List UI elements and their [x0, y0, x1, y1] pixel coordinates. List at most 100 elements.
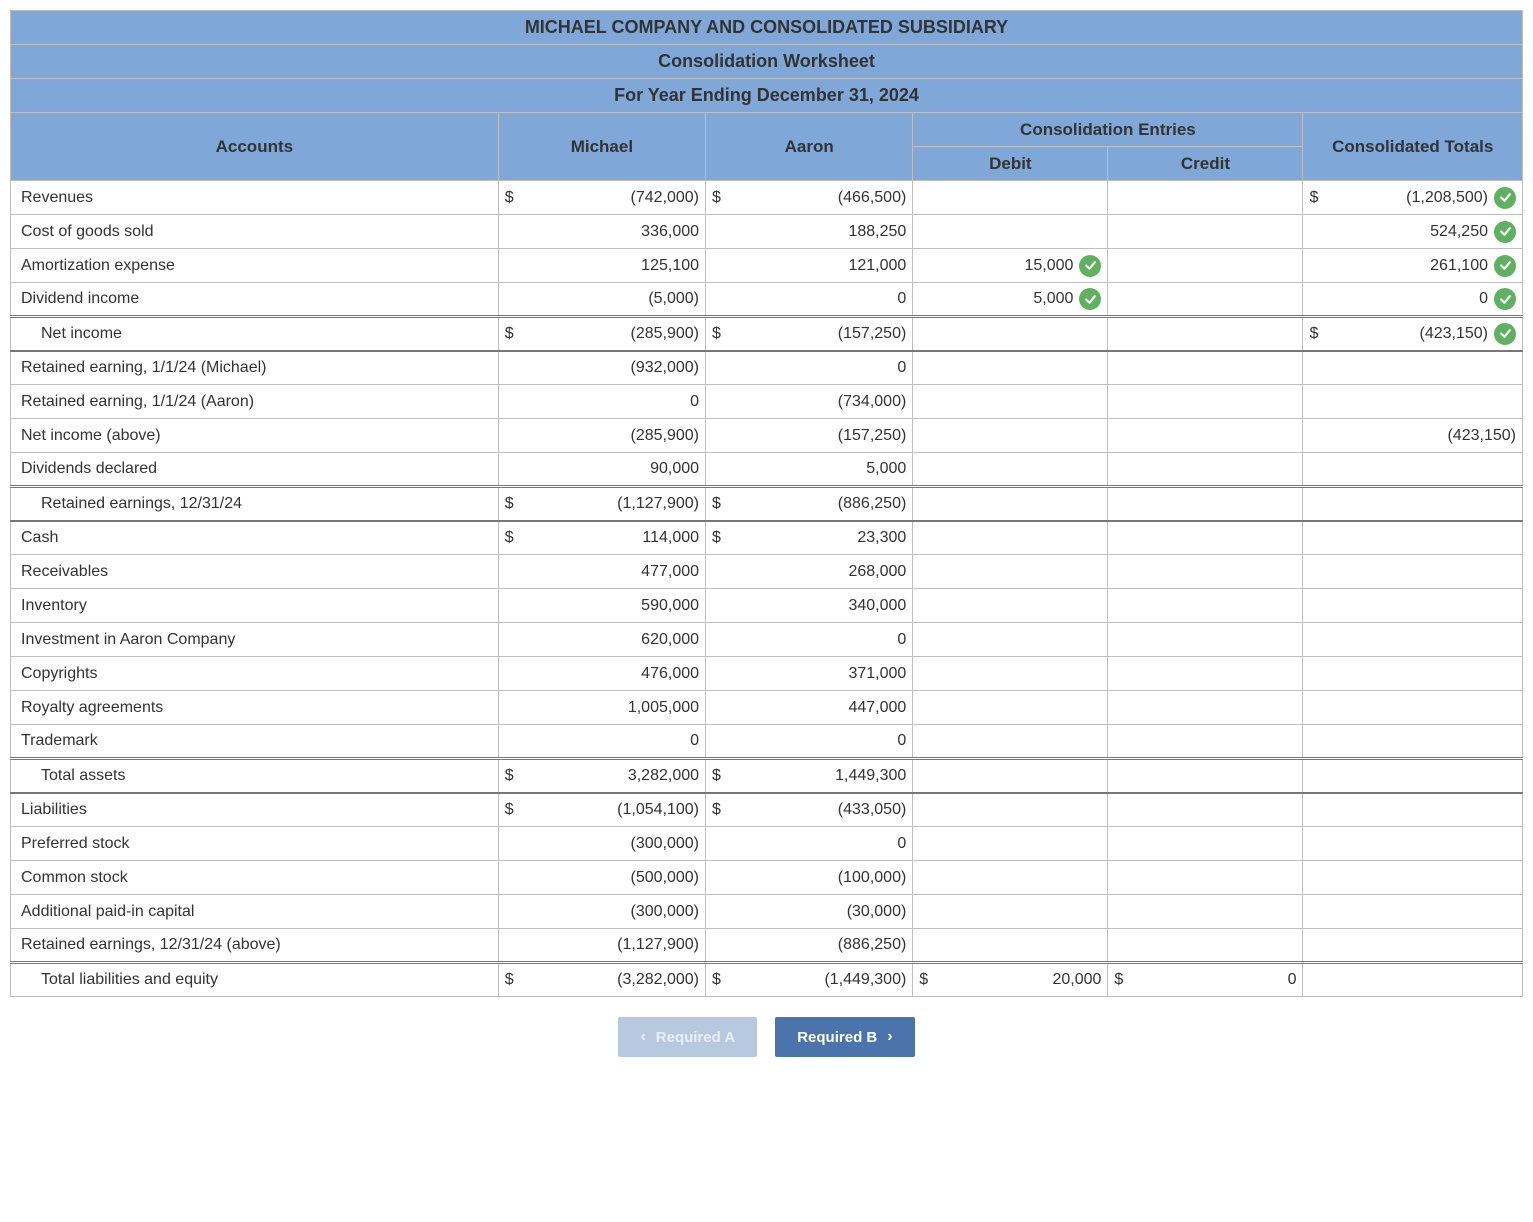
cell-total[interactable]: $(1,208,500) — [1303, 181, 1523, 215]
cell-credit[interactable] — [1108, 351, 1303, 385]
cell-michael[interactable]: 0 — [498, 385, 705, 419]
cell-aaron[interactable]: 371,000 — [706, 657, 913, 691]
cell-total[interactable] — [1303, 453, 1523, 487]
cell-debit[interactable] — [913, 453, 1108, 487]
cell-debit[interactable] — [913, 691, 1108, 725]
cell-total[interactable] — [1303, 725, 1523, 759]
cell-debit[interactable] — [913, 929, 1108, 963]
required-a-button[interactable]: ‹ Required A — [618, 1017, 757, 1057]
cell-total[interactable] — [1303, 351, 1523, 385]
cell-credit[interactable] — [1108, 215, 1303, 249]
cell-total[interactable] — [1303, 385, 1523, 419]
cell-credit[interactable] — [1108, 759, 1303, 793]
cell-total[interactable]: 0 — [1303, 283, 1523, 317]
cell-debit[interactable] — [913, 793, 1108, 827]
cell-debit[interactable] — [913, 589, 1108, 623]
cell-michael[interactable]: $(285,900) — [498, 317, 705, 351]
cell-credit[interactable] — [1108, 623, 1303, 657]
cell-credit[interactable] — [1108, 385, 1303, 419]
cell-debit[interactable] — [913, 657, 1108, 691]
cell-michael[interactable]: $(3,282,000) — [498, 963, 705, 997]
cell-debit[interactable] — [913, 419, 1108, 453]
cell-michael[interactable]: 477,000 — [498, 555, 705, 589]
cell-michael[interactable]: (300,000) — [498, 827, 705, 861]
cell-total[interactable] — [1303, 827, 1523, 861]
cell-michael[interactable]: (500,000) — [498, 861, 705, 895]
cell-total[interactable]: 261,100 — [1303, 249, 1523, 283]
cell-aaron[interactable]: $(157,250) — [706, 317, 913, 351]
cell-michael[interactable]: $(1,127,900) — [498, 487, 705, 521]
cell-aaron[interactable]: $(466,500) — [706, 181, 913, 215]
cell-credit[interactable] — [1108, 487, 1303, 521]
cell-debit[interactable] — [913, 385, 1108, 419]
cell-credit[interactable] — [1108, 589, 1303, 623]
cell-credit[interactable]: $0 — [1108, 963, 1303, 997]
cell-debit[interactable] — [913, 351, 1108, 385]
cell-credit[interactable] — [1108, 317, 1303, 351]
cell-michael[interactable]: (285,900) — [498, 419, 705, 453]
required-b-button[interactable]: Required B › — [775, 1017, 914, 1057]
cell-aaron[interactable]: $(433,050) — [706, 793, 913, 827]
cell-total[interactable] — [1303, 895, 1523, 929]
cell-debit[interactable] — [913, 555, 1108, 589]
cell-michael[interactable]: $3,282,000 — [498, 759, 705, 793]
cell-michael[interactable]: 1,005,000 — [498, 691, 705, 725]
cell-credit[interactable] — [1108, 283, 1303, 317]
cell-total[interactable] — [1303, 623, 1523, 657]
cell-michael[interactable]: $114,000 — [498, 521, 705, 555]
cell-debit[interactable]: 15,000 — [913, 249, 1108, 283]
cell-aaron[interactable]: $(1,449,300) — [706, 963, 913, 997]
cell-debit[interactable] — [913, 317, 1108, 351]
cell-aaron[interactable]: 0 — [706, 623, 913, 657]
cell-total[interactable] — [1303, 793, 1523, 827]
cell-aaron[interactable]: $23,300 — [706, 521, 913, 555]
cell-aaron[interactable]: 447,000 — [706, 691, 913, 725]
cell-aaron[interactable]: 0 — [706, 351, 913, 385]
cell-total[interactable] — [1303, 521, 1523, 555]
cell-aaron[interactable]: $(886,250) — [706, 487, 913, 521]
cell-debit[interactable] — [913, 895, 1108, 929]
cell-michael[interactable]: 0 — [498, 725, 705, 759]
cell-credit[interactable] — [1108, 725, 1303, 759]
cell-total[interactable] — [1303, 929, 1523, 963]
cell-aaron[interactable]: 121,000 — [706, 249, 913, 283]
cell-aaron[interactable]: (100,000) — [706, 861, 913, 895]
cell-michael[interactable]: $(742,000) — [498, 181, 705, 215]
cell-aaron[interactable]: 5,000 — [706, 453, 913, 487]
cell-michael[interactable]: 336,000 — [498, 215, 705, 249]
cell-total[interactable]: 524,250 — [1303, 215, 1523, 249]
cell-michael[interactable]: 620,000 — [498, 623, 705, 657]
cell-credit[interactable] — [1108, 929, 1303, 963]
cell-total[interactable] — [1303, 861, 1523, 895]
cell-aaron[interactable]: 0 — [706, 725, 913, 759]
cell-michael[interactable]: 476,000 — [498, 657, 705, 691]
cell-total[interactable] — [1303, 657, 1523, 691]
cell-total[interactable] — [1303, 589, 1523, 623]
cell-michael[interactable]: 90,000 — [498, 453, 705, 487]
cell-michael[interactable]: (5,000) — [498, 283, 705, 317]
cell-debit[interactable] — [913, 521, 1108, 555]
cell-michael[interactable]: 125,100 — [498, 249, 705, 283]
cell-aaron[interactable]: 340,000 — [706, 589, 913, 623]
cell-aaron[interactable]: (886,250) — [706, 929, 913, 963]
cell-aaron[interactable]: 0 — [706, 827, 913, 861]
cell-total[interactable] — [1303, 487, 1523, 521]
cell-aaron[interactable]: 0 — [706, 283, 913, 317]
cell-debit[interactable] — [913, 861, 1108, 895]
cell-total[interactable]: $(423,150) — [1303, 317, 1523, 351]
cell-debit[interactable] — [913, 215, 1108, 249]
cell-michael[interactable]: $(1,054,100) — [498, 793, 705, 827]
cell-credit[interactable] — [1108, 555, 1303, 589]
cell-aaron[interactable]: $1,449,300 — [706, 759, 913, 793]
cell-aaron[interactable]: (30,000) — [706, 895, 913, 929]
cell-aaron[interactable]: 268,000 — [706, 555, 913, 589]
cell-credit[interactable] — [1108, 249, 1303, 283]
cell-michael[interactable]: (1,127,900) — [498, 929, 705, 963]
cell-total[interactable] — [1303, 963, 1523, 997]
cell-credit[interactable] — [1108, 793, 1303, 827]
cell-total[interactable] — [1303, 555, 1523, 589]
cell-debit[interactable]: 5,000 — [913, 283, 1108, 317]
cell-aaron[interactable]: (734,000) — [706, 385, 913, 419]
cell-debit[interactable] — [913, 181, 1108, 215]
cell-credit[interactable] — [1108, 657, 1303, 691]
